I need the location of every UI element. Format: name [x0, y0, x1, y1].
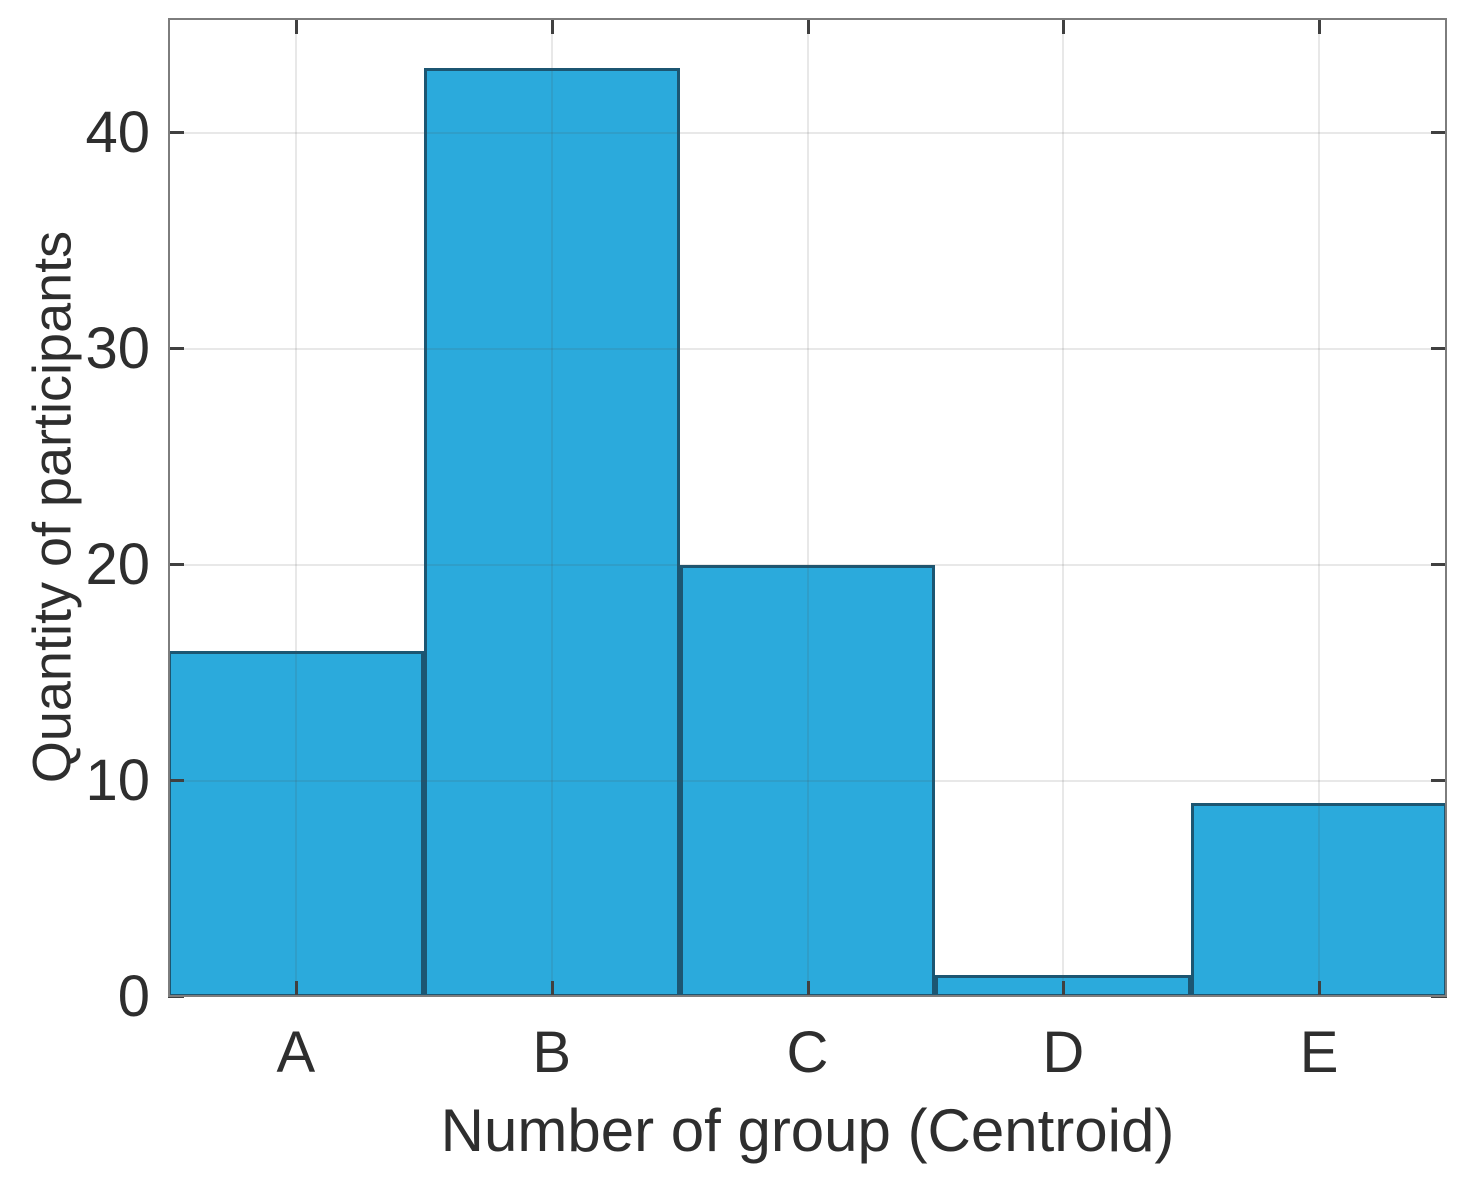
x-tick-top-C [806, 18, 810, 34]
y-tick-left-30 [168, 346, 184, 350]
y-tick-label-30: 30 [85, 315, 150, 381]
bar-C [679, 564, 936, 997]
x-tick-top-B [550, 18, 554, 34]
grid-line-h-40 [168, 131, 1447, 134]
x-tick-top-D [1062, 18, 1066, 34]
y-tick-right-30 [1431, 346, 1447, 350]
y-tick-right-20 [1431, 562, 1447, 566]
bar-A [168, 651, 424, 997]
x-tick-label-D: D [1042, 1020, 1085, 1085]
y-tick-right-10 [1431, 778, 1447, 782]
x-axis-label: Number of group (Centroid) [440, 1097, 1175, 1164]
bar-E [1191, 802, 1447, 997]
y-axis-label: Quantity of participants [22, 230, 83, 784]
grid-line-v-D [1062, 18, 1065, 997]
grid-line-h-30 [168, 347, 1447, 350]
y-tick-label-20: 20 [85, 531, 150, 597]
plot-area [168, 18, 1447, 998]
bar-D [935, 975, 1192, 997]
x-tick-top-A [294, 18, 298, 34]
x-tick-top-E [1318, 18, 1322, 34]
x-tick-label-A: A [276, 1020, 316, 1085]
x-tick-label-B: B [532, 1020, 572, 1085]
y-tick-right-40 [1431, 130, 1447, 134]
y-tick-label-10: 10 [85, 747, 150, 813]
y-tick-label-0: 0 [117, 964, 150, 1029]
x-tick-label-E: E [1299, 1020, 1339, 1085]
y-tick-label-40: 40 [85, 99, 150, 165]
y-tick-left-40 [168, 130, 184, 134]
bar-B [423, 67, 680, 997]
x-tick-label-C: C [786, 1020, 829, 1085]
y-tick-left-20 [168, 562, 184, 566]
